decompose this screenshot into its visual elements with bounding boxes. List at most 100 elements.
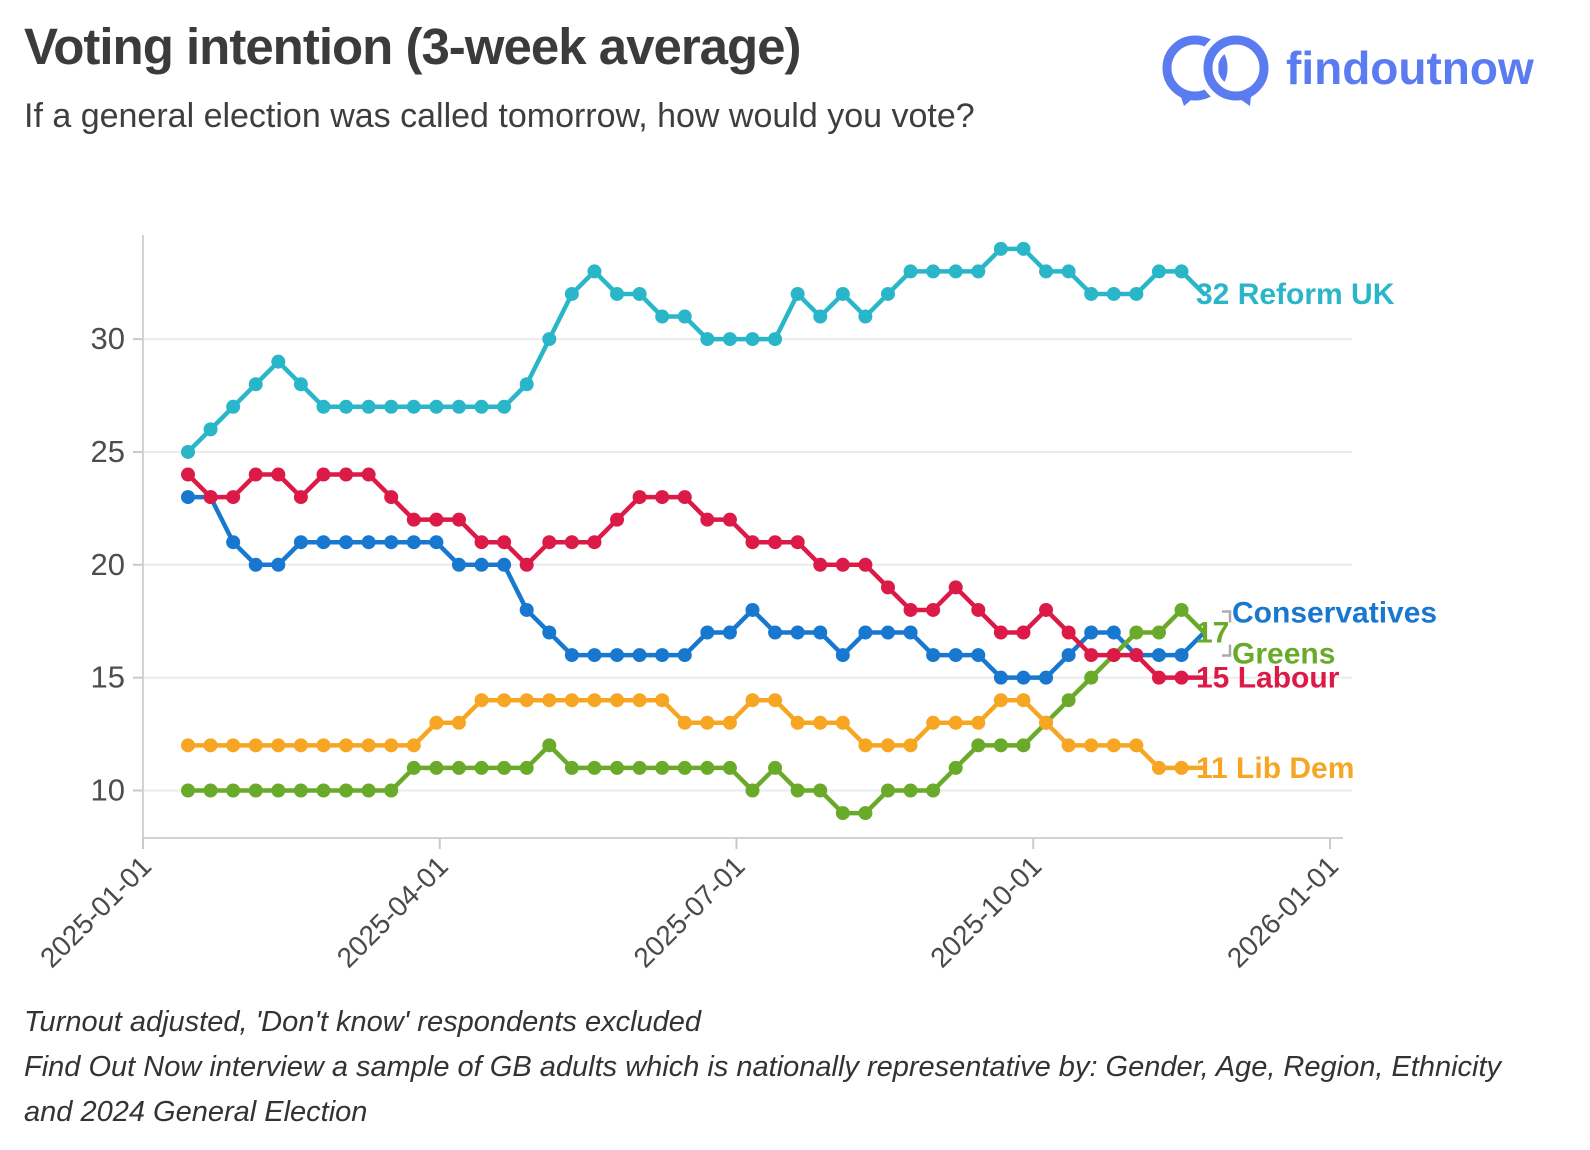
x-tick-label: 2025-10-01 bbox=[924, 850, 1047, 973]
logo-wordmark: findoutnow bbox=[1286, 42, 1534, 94]
data-point bbox=[948, 760, 963, 775]
data-point bbox=[316, 535, 331, 550]
data-point bbox=[316, 783, 331, 798]
data-point bbox=[1151, 670, 1166, 685]
data-point bbox=[293, 490, 308, 505]
data-point bbox=[542, 535, 557, 550]
y-tick-label: 30 bbox=[91, 321, 125, 356]
data-point bbox=[700, 512, 715, 527]
data-point bbox=[745, 602, 760, 617]
data-point bbox=[835, 557, 850, 572]
data-point bbox=[880, 286, 895, 301]
series-labour: 15 Labour bbox=[181, 467, 1340, 695]
data-point bbox=[339, 467, 354, 482]
data-point bbox=[203, 422, 218, 437]
data-point bbox=[497, 557, 512, 572]
data-point bbox=[655, 693, 670, 708]
data-point bbox=[293, 535, 308, 550]
gridlines: 10 15 20 25 30 bbox=[91, 321, 1352, 808]
data-point bbox=[655, 760, 670, 775]
data-point bbox=[429, 399, 444, 414]
data-point bbox=[474, 399, 489, 414]
data-point bbox=[790, 286, 805, 301]
data-point bbox=[813, 783, 828, 798]
x-tick-label: 2026-01-01 bbox=[1221, 850, 1344, 973]
data-point bbox=[316, 738, 331, 753]
series-lib-dem: 11 Lib Dem bbox=[181, 693, 1354, 785]
data-point bbox=[1039, 715, 1054, 730]
data-point bbox=[226, 783, 241, 798]
data-point bbox=[768, 535, 783, 550]
footnote-line: and 2024 General Election bbox=[24, 1095, 368, 1128]
data-point bbox=[858, 309, 873, 324]
data-point bbox=[700, 625, 715, 640]
data-point bbox=[655, 648, 670, 663]
footnote-line: Find Out Now interview a sample of GB ad… bbox=[24, 1050, 1502, 1083]
data-point bbox=[587, 648, 602, 663]
data-point bbox=[384, 738, 399, 753]
data-point bbox=[474, 535, 489, 550]
data-point bbox=[1174, 670, 1189, 685]
y-tick-label: 20 bbox=[91, 547, 125, 582]
data-point bbox=[768, 332, 783, 347]
chart-canvas: 10 15 20 25 30 2025-01-01 2025-04-01 2025-07-01… bbox=[34, 235, 1437, 974]
data-point bbox=[248, 377, 263, 392]
data-point bbox=[181, 444, 195, 459]
data-point bbox=[993, 738, 1008, 753]
data-point bbox=[361, 399, 376, 414]
data-point bbox=[564, 648, 579, 663]
data-point bbox=[1016, 625, 1031, 640]
data-point bbox=[926, 783, 941, 798]
data-point bbox=[361, 535, 376, 550]
data-point bbox=[993, 693, 1008, 708]
data-point bbox=[880, 783, 895, 798]
data-point bbox=[903, 264, 918, 279]
data-point bbox=[406, 512, 421, 527]
data-point bbox=[1039, 264, 1054, 279]
footnotes: Turnout adjusted, 'Don't know' responden… bbox=[24, 1000, 1584, 1135]
data-point bbox=[1016, 670, 1031, 685]
data-point bbox=[226, 399, 241, 414]
data-point bbox=[339, 535, 354, 550]
data-point bbox=[971, 738, 986, 753]
header: Voting intention (3-week average) If a g… bbox=[24, 18, 1564, 142]
data-point bbox=[451, 715, 466, 730]
series-line-lib-dem bbox=[185, 697, 1207, 771]
data-point bbox=[361, 467, 376, 482]
data-point bbox=[971, 602, 986, 617]
data-point bbox=[926, 264, 941, 279]
data-point bbox=[384, 535, 399, 550]
footnote-line: Turnout adjusted, 'Don't know' responden… bbox=[24, 1006, 702, 1038]
data-point bbox=[203, 490, 218, 505]
data-point bbox=[1174, 648, 1189, 663]
data-point bbox=[226, 738, 241, 753]
data-point bbox=[880, 580, 895, 595]
shared-end-value-label: 17 bbox=[1196, 617, 1229, 650]
data-point bbox=[384, 783, 399, 798]
data-point bbox=[203, 738, 218, 753]
data-point bbox=[1151, 625, 1166, 640]
data-point bbox=[271, 557, 286, 572]
data-point bbox=[1129, 648, 1144, 663]
data-point bbox=[339, 738, 354, 753]
data-point bbox=[835, 648, 850, 663]
data-point bbox=[813, 557, 828, 572]
data-point bbox=[587, 264, 602, 279]
data-point bbox=[610, 760, 625, 775]
data-point bbox=[632, 490, 647, 505]
data-point bbox=[948, 715, 963, 730]
data-point bbox=[745, 332, 760, 347]
data-point bbox=[1061, 738, 1076, 753]
data-point bbox=[790, 783, 805, 798]
data-point bbox=[451, 760, 466, 775]
data-point bbox=[497, 760, 512, 775]
data-point bbox=[813, 625, 828, 640]
data-point bbox=[903, 783, 918, 798]
x-axis: 2025-01-01 2025-04-01 2025-07-01 2025-10-01… bbox=[34, 838, 1344, 974]
data-point bbox=[835, 806, 850, 821]
data-point bbox=[384, 490, 399, 505]
x-tick-label: 2025-07-01 bbox=[628, 850, 751, 973]
data-point bbox=[339, 399, 354, 414]
label-bracket-top bbox=[1222, 610, 1232, 623]
voting-intention-chart: 10 15 20 25 30 2025-01-01 2025-04-01 2025-07-01… bbox=[34, 235, 1437, 974]
